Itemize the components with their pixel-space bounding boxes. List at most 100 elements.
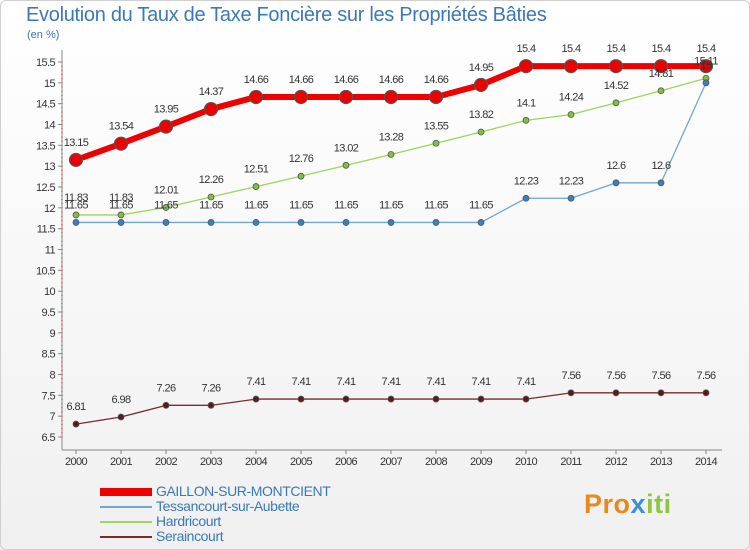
- legend-item-hardricourt: Hardricourt: [100, 513, 420, 529]
- data-label: 14.37: [199, 86, 224, 98]
- data-label: 15.4: [561, 43, 580, 55]
- data-label: 12.6: [606, 160, 625, 172]
- legend: GAILLON-SUR-MONTCIENT Tessancourt-sur-Au…: [100, 483, 420, 544]
- data-label: 14.66: [424, 74, 449, 86]
- y-tick-label: 15.5: [36, 57, 55, 69]
- x-tick-label: 2004: [245, 456, 268, 468]
- data-point: [387, 395, 395, 403]
- data-point: [653, 59, 669, 74]
- data-label: 12.6: [651, 160, 670, 172]
- x-tick-label: 2002: [155, 456, 178, 468]
- data-point: [68, 152, 84, 168]
- y-tick-label: 12.5: [36, 182, 55, 194]
- x-tick-label: 2013: [650, 456, 673, 468]
- data-point: [567, 194, 575, 202]
- data-point: [162, 401, 170, 409]
- logo-letter: t: [654, 489, 664, 519]
- x-tick-label: 2008: [425, 456, 448, 468]
- data-label: 7.26: [156, 382, 175, 394]
- data-labels: 13.15 13.54 13.95 14.37 14.66 14.66 14.66 14.66…: [64, 43, 719, 413]
- data-label: 11.65: [199, 199, 223, 211]
- data-label: 7.41: [516, 376, 535, 388]
- data-point: [612, 389, 620, 397]
- data-point: [522, 395, 530, 403]
- x-tick-label: 2003: [200, 456, 223, 468]
- x-tick-label: 2005: [290, 456, 313, 468]
- y-tick-label: 9.5: [42, 307, 56, 319]
- legend-item-tessancourt: Tessancourt-sur-Aubette: [100, 498, 420, 514]
- proxiti-logo: Proxiti: [584, 489, 672, 520]
- x-tick-label: 2006: [335, 456, 358, 468]
- data-label: 14.66: [244, 74, 269, 86]
- logo-letter: P: [584, 489, 603, 519]
- y-tick-label: 13: [44, 161, 56, 173]
- data-label: 12.23: [514, 175, 539, 187]
- data-point: [297, 395, 305, 403]
- legend-swatch-hardricourt: [100, 521, 152, 523]
- data-label: 11.65: [424, 199, 448, 211]
- y-tick-label: 9: [49, 328, 55, 340]
- y-tick-label: 11: [45, 245, 56, 257]
- data-point: [702, 79, 710, 87]
- series-layer: [68, 59, 714, 428]
- data-label: 11.65: [244, 199, 268, 211]
- logo-letter: i: [646, 489, 655, 519]
- data-label: 7.56: [606, 370, 625, 382]
- legend-swatch-gaillon: [100, 488, 152, 496]
- logo-letter: o: [613, 489, 631, 519]
- legend-label-tessancourt: Tessancourt-sur-Aubette: [156, 498, 300, 514]
- data-label: 7.26: [201, 382, 220, 394]
- data-label: 14.66: [289, 74, 314, 86]
- data-point: [117, 211, 125, 219]
- data-point: [162, 204, 170, 211]
- data-point: [612, 99, 620, 107]
- data-point: [477, 395, 485, 403]
- data-label: 7.56: [561, 370, 580, 382]
- data-label: 12.51: [244, 164, 269, 176]
- data-point: [248, 89, 264, 105]
- logo-letter: x: [630, 489, 647, 519]
- data-label: 12.26: [199, 174, 224, 186]
- y-tick-label: 14.5: [36, 99, 55, 111]
- y-tick-label: 10.5: [36, 265, 55, 277]
- data-label: 13.02: [334, 142, 359, 154]
- x-tick-label: 2009: [470, 456, 493, 468]
- data-label: 7.56: [651, 370, 670, 382]
- data-label: 13.95: [154, 104, 179, 116]
- y-tick-label: 8: [49, 370, 55, 382]
- data-point: [203, 101, 219, 117]
- data-label: 7.41: [471, 376, 490, 388]
- data-label: 7.41: [246, 376, 265, 388]
- y-tick-label: 15: [44, 78, 56, 90]
- data-label: 13.28: [379, 132, 404, 144]
- data-point: [207, 401, 215, 409]
- data-point: [162, 219, 170, 226]
- data-label: 13.54: [109, 121, 134, 133]
- data-label: 12.76: [289, 153, 314, 165]
- logo-letter: r: [602, 489, 614, 519]
- data-label: 7.41: [291, 376, 310, 388]
- data-label: 15.4: [696, 43, 715, 55]
- data-point: [432, 139, 440, 147]
- data-label: 15.4: [516, 43, 535, 55]
- logo-letter: i: [663, 489, 672, 519]
- data-label: 11.83: [64, 192, 88, 204]
- data-point: [293, 89, 309, 105]
- data-point: [72, 420, 80, 428]
- data-point: [522, 116, 530, 124]
- data-label: 13.55: [424, 120, 449, 132]
- data-label: 14.24: [559, 92, 584, 104]
- data-label: 14.66: [379, 74, 404, 86]
- data-label: 7.41: [336, 376, 355, 388]
- data-point: [473, 77, 489, 93]
- legend-swatch-seraincourt: [100, 536, 152, 538]
- y-tick-label: 14: [44, 120, 56, 132]
- y-tick-label: 13.5: [36, 140, 55, 152]
- data-label: 15.4: [651, 43, 670, 55]
- data-label: 7.56: [696, 370, 715, 382]
- y-axis-ticks: 6.5 7 7.5 8 8.5 9 9.5 10 10.5 11 11.5 12 12.5 13 13.5 1…: [36, 57, 63, 444]
- data-point: [522, 194, 530, 202]
- data-point: [567, 389, 575, 397]
- data-label: 11.83: [109, 192, 133, 204]
- data-point: [477, 128, 485, 136]
